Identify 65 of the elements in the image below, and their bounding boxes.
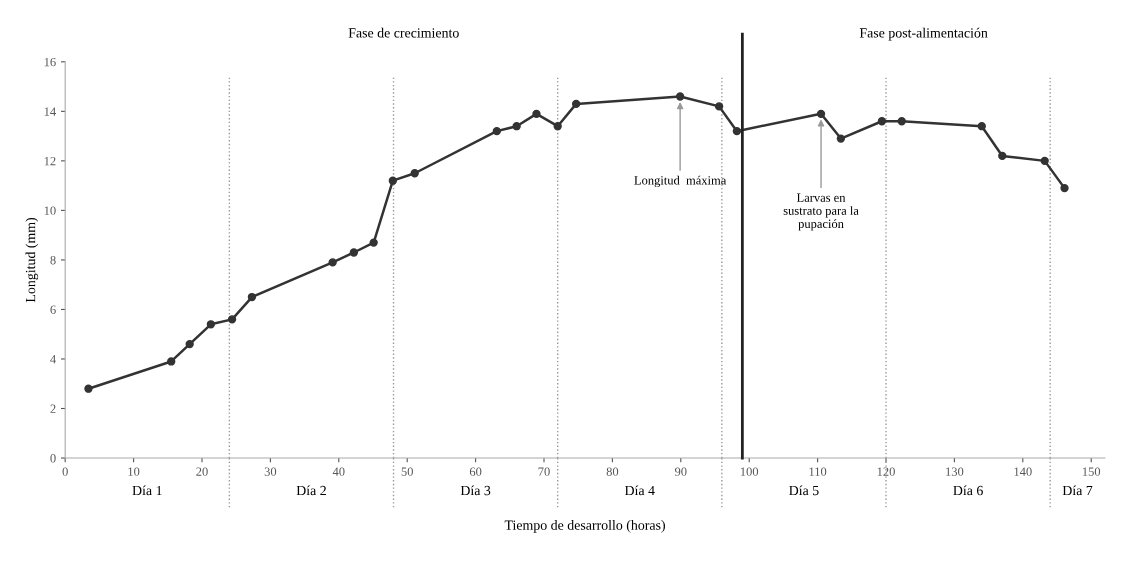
point xyxy=(349,248,359,257)
point xyxy=(167,357,176,366)
point xyxy=(1040,156,1049,166)
x-tick-label: 20 xyxy=(196,467,208,476)
y-tick-label: 10 xyxy=(44,206,56,215)
point xyxy=(410,169,419,178)
x-tick-label: 70 xyxy=(538,467,550,476)
x-tick-label: 120 xyxy=(877,467,895,476)
text: Día 2 xyxy=(296,485,326,496)
y-tick-label: 14 xyxy=(44,107,56,116)
point xyxy=(84,384,93,393)
x-tick-label: 10 xyxy=(128,467,140,476)
x-tick-label: 30 xyxy=(264,467,277,476)
annotation: Larvas en sustrato para la pupación xyxy=(783,193,859,231)
point xyxy=(369,238,378,247)
point xyxy=(185,339,194,349)
text: Día 3 xyxy=(460,485,491,496)
point xyxy=(714,102,724,111)
point xyxy=(388,176,398,185)
point xyxy=(977,122,986,131)
point xyxy=(816,109,826,118)
text: Día 4 xyxy=(624,485,655,496)
point xyxy=(732,126,742,136)
point xyxy=(492,126,501,136)
point xyxy=(532,109,541,118)
x-tick-label: 50 xyxy=(401,467,413,476)
annotation: Longitud máxima xyxy=(634,175,727,188)
x-tick-label: 140 xyxy=(1014,467,1032,476)
point xyxy=(553,122,562,131)
point xyxy=(328,258,337,267)
y-axis-title: Longitud (mm) xyxy=(25,217,39,303)
point xyxy=(227,315,237,324)
x-tick-label: 130 xyxy=(946,467,964,476)
point xyxy=(877,117,887,126)
y-tick-label: 2 xyxy=(50,404,56,413)
x-tick-label: 40 xyxy=(332,467,345,476)
point xyxy=(1060,183,1069,193)
x-axis-title: Tiempo de desarrollo (horas) xyxy=(504,520,665,533)
point xyxy=(512,122,521,131)
point xyxy=(675,92,685,101)
y-tick-label: 12 xyxy=(44,156,56,166)
text: Fase de crecimiento xyxy=(348,27,459,38)
x-tick-label: 100 xyxy=(740,467,759,476)
text: Fase post-alimentación xyxy=(859,27,988,41)
x-tick-label: 150 xyxy=(1082,467,1101,476)
text: Día 5 xyxy=(789,485,819,496)
x-tick-label: 0 xyxy=(62,467,68,476)
point xyxy=(998,151,1007,161)
y-tick-label: 8 xyxy=(50,255,56,265)
point xyxy=(247,292,257,302)
x-tick-label: 90 xyxy=(674,467,687,476)
y-tick-label: 0 xyxy=(50,454,56,463)
x-tick-label: 110 xyxy=(809,467,827,476)
x-tick-label: 80 xyxy=(606,467,619,476)
point xyxy=(836,134,846,143)
y-tick-label: 16 xyxy=(44,57,56,67)
text: Día 1 xyxy=(132,485,162,496)
point xyxy=(571,99,581,109)
y-tick-label: 6 xyxy=(50,305,56,314)
y-tick-label: 4 xyxy=(50,355,56,364)
point xyxy=(206,320,216,329)
point xyxy=(897,117,906,126)
x-tick-label: 60 xyxy=(469,467,482,476)
text: Día 7 xyxy=(1062,485,1093,496)
text: Día 6 xyxy=(953,485,983,496)
